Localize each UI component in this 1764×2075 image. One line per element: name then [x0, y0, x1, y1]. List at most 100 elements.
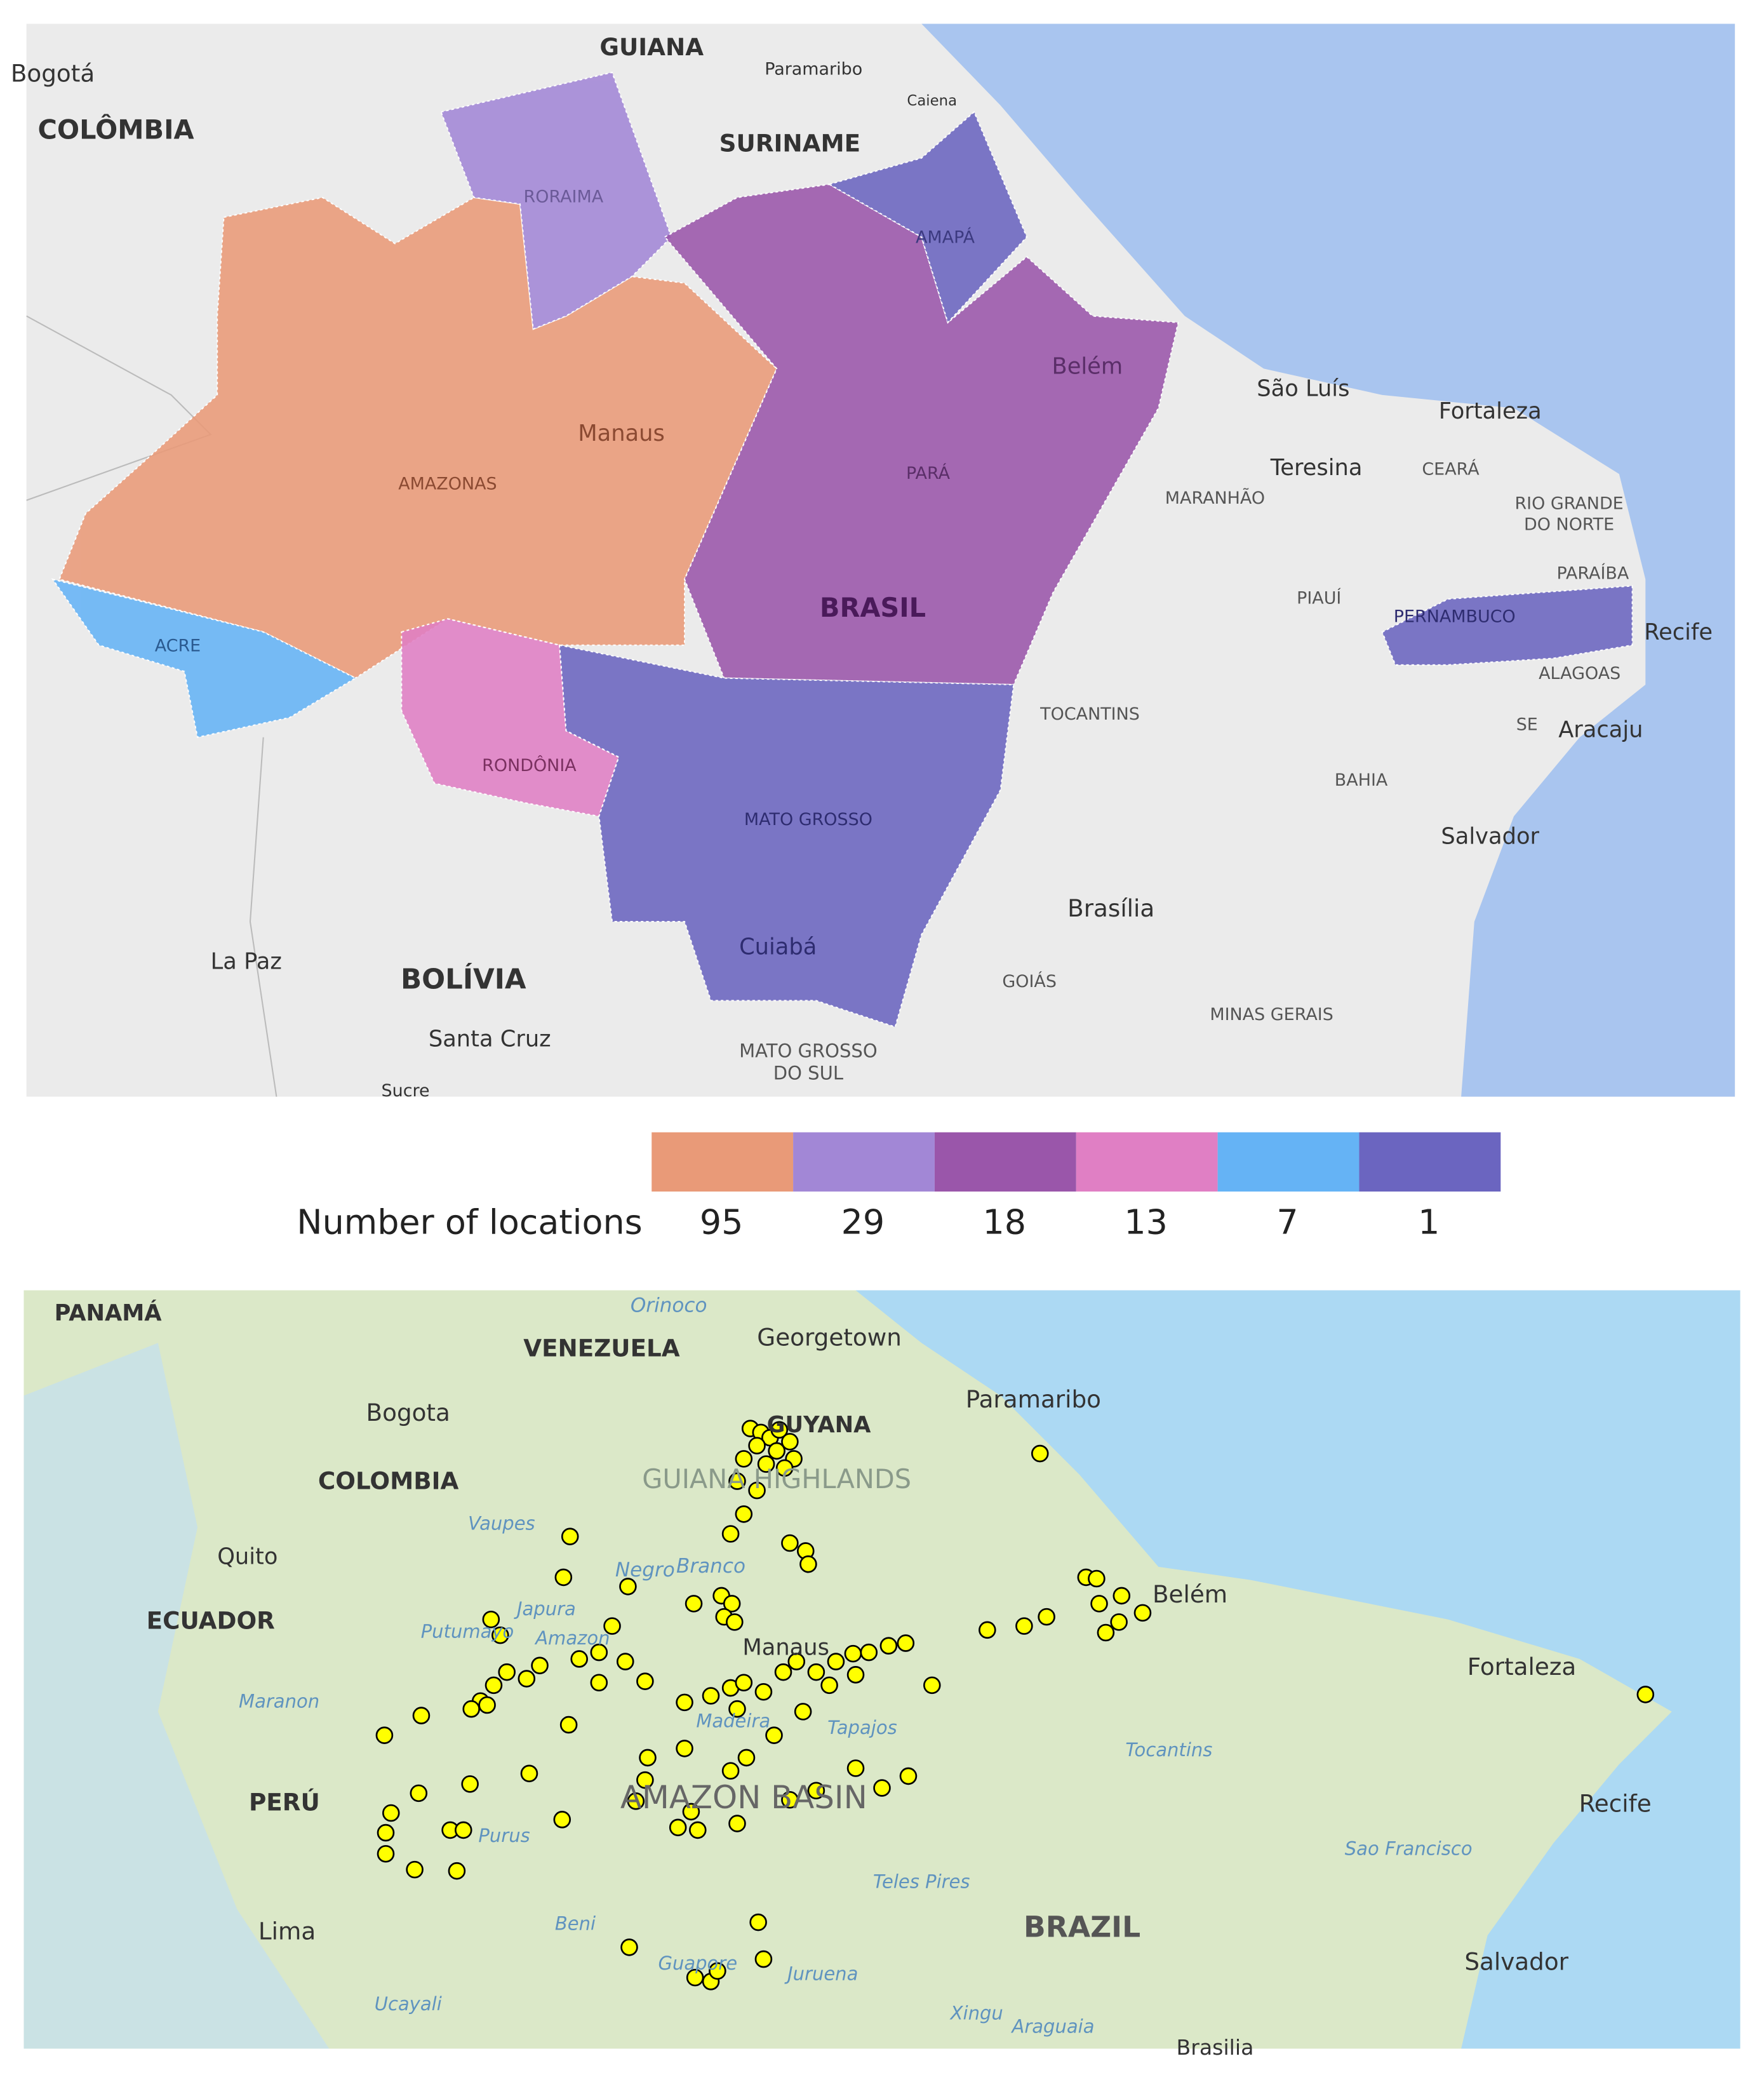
legend-swatch: [1217, 1132, 1360, 1192]
map-label: Manaus: [742, 1634, 829, 1660]
map-label: Xingu: [949, 2003, 1003, 2024]
legend-title: Number of locations: [297, 1202, 642, 1242]
map-label: MARANHÃO: [1165, 488, 1265, 508]
ocean: [737, 24, 1735, 1097]
map-label: Negro: [615, 1559, 675, 1581]
map-label: Recife: [1644, 619, 1713, 645]
map-label: São Luís: [1257, 376, 1349, 402]
location-dot: [554, 1568, 573, 1587]
location-dot: [553, 1811, 571, 1829]
location-dot: [726, 1613, 744, 1631]
map-label: RORAIMA: [524, 187, 604, 206]
location-dot: [377, 1844, 395, 1863]
state-region: [1381, 585, 1633, 666]
location-dot: [765, 1726, 783, 1744]
location-dot: [757, 1455, 775, 1473]
map-label: Vaupes: [468, 1512, 535, 1534]
map-label: Maranon: [239, 1690, 319, 1712]
location-dot: [619, 1578, 637, 1595]
map-label: MATO GROSSO: [744, 810, 872, 829]
location-dot: [377, 1823, 395, 1842]
location-dot: [709, 1962, 726, 1980]
map-label: ACRE: [155, 636, 201, 655]
location-dot: [478, 1696, 496, 1714]
map-label: Fortaleza: [1439, 398, 1542, 424]
location-dot: [590, 1643, 608, 1662]
location-dot: [1097, 1623, 1115, 1642]
map-label: PERNAMBUCO: [1394, 607, 1516, 627]
map-label: Paramaribo: [765, 59, 862, 79]
state-region: [51, 578, 357, 739]
map-label: BRASIL: [820, 593, 926, 623]
map-label: GUYANA: [767, 1412, 871, 1438]
map-label: RIO GRANDE: [1514, 494, 1623, 513]
map-label: ALAGOAS: [1539, 664, 1620, 683]
map-label: Sao Francisco: [1345, 1838, 1473, 1860]
location-dot: [620, 1938, 638, 1956]
map-label: ECUADOR: [147, 1606, 275, 1634]
location-dot: [688, 1821, 707, 1839]
legend-swatch: [1076, 1132, 1218, 1192]
location-dot: [410, 1784, 428, 1803]
location-dot: [639, 1749, 657, 1767]
location-dot: [484, 1676, 503, 1695]
location-dot: [685, 1595, 703, 1613]
map-label: Ucayali: [375, 1993, 442, 2015]
map-label: AMAPÁ: [916, 227, 975, 248]
state-region: [558, 644, 1015, 1028]
map-label: Georgetown: [757, 1324, 902, 1352]
map-label: Sucre: [382, 1081, 430, 1101]
location-dot: [735, 1674, 753, 1692]
map-label: Lima: [258, 1917, 316, 1945]
location-dot: [897, 1634, 915, 1652]
legend-value: 29: [841, 1202, 885, 1242]
ocean: [855, 1290, 1741, 2049]
location-dot: [616, 1653, 634, 1670]
map-label: Madeira: [696, 1710, 770, 1731]
location-dot: [774, 1663, 792, 1681]
location-dot: [775, 1459, 794, 1477]
location-dot: [923, 1676, 941, 1695]
legend-value: 13: [1124, 1202, 1168, 1242]
location-dot: [603, 1617, 621, 1635]
location-dot: [879, 1637, 898, 1655]
location-dot: [737, 1749, 756, 1767]
location-dot: [518, 1670, 536, 1688]
location-dot: [768, 1442, 785, 1460]
location-dot: [1090, 1595, 1108, 1613]
location-dot: [375, 1726, 394, 1744]
map-label: Salvador: [1441, 823, 1539, 849]
state-region: [827, 111, 1028, 324]
location-dot: [846, 1759, 865, 1777]
state-region: [440, 71, 672, 330]
location-dot: [1636, 1686, 1655, 1703]
location-dot: [1113, 1587, 1131, 1605]
map-label: MATO GROSSO: [739, 1040, 878, 1061]
location-dot: [462, 1700, 481, 1718]
location-dot: [590, 1674, 608, 1692]
location-dot: [820, 1676, 838, 1695]
location-dot: [1038, 1608, 1055, 1626]
location-dot: [498, 1663, 516, 1681]
location-dot: [570, 1650, 589, 1668]
location-dot: [491, 1626, 509, 1644]
map-label: Brasilia: [1176, 2035, 1253, 2060]
map-label: Guapore: [658, 1952, 737, 1974]
map-label: SE: [1516, 715, 1538, 735]
location-dot: [636, 1771, 654, 1789]
map-label: SURINAME: [719, 130, 860, 158]
map-label: Recife: [1579, 1790, 1652, 1818]
map-label: Paramaribo: [966, 1385, 1101, 1413]
map-label: VENEZUELA: [523, 1334, 680, 1362]
location-dot: [735, 1450, 753, 1468]
map-label: PANAMÁ: [55, 1299, 163, 1326]
map-label: GUIANA: [599, 33, 704, 61]
location-dot: [669, 1818, 687, 1837]
location-dot: [1110, 1613, 1128, 1631]
location-dot: [799, 1555, 817, 1573]
location-dot: [520, 1764, 538, 1783]
map-label: GOIÁS: [1002, 971, 1057, 991]
map-label: Salvador: [1464, 1947, 1568, 1975]
